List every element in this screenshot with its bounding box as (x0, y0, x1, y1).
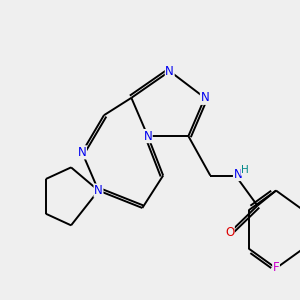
Text: N: N (94, 184, 103, 197)
Text: H: H (241, 165, 249, 175)
Text: O: O (225, 226, 234, 239)
Text: N: N (165, 65, 174, 78)
Text: N: N (200, 91, 209, 104)
Text: N: N (143, 130, 152, 142)
Text: N: N (78, 146, 86, 159)
Text: N: N (233, 167, 242, 181)
Text: F: F (273, 261, 279, 274)
